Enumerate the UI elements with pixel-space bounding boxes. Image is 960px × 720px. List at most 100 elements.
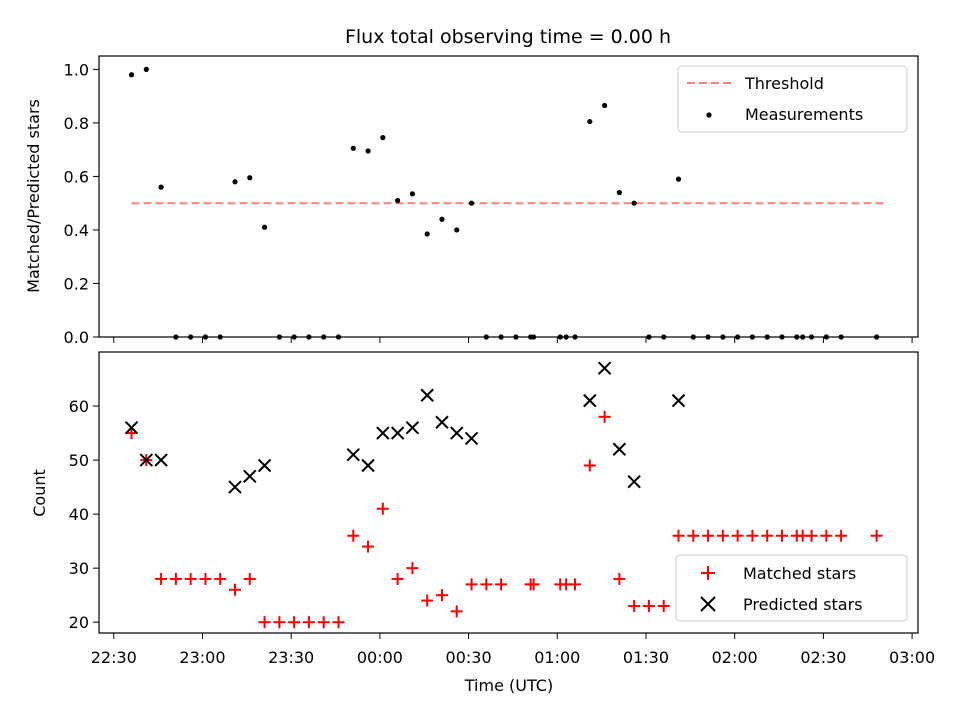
matched-star-point (302, 616, 315, 629)
predicted-star-point (376, 426, 390, 440)
matched-star-point (746, 529, 759, 542)
measurement-point (616, 189, 622, 196)
predicted-star-point (346, 447, 360, 462)
bottom-x-tick-label: 01:00 (534, 648, 580, 667)
bottom-y-tick-label: 60 (69, 397, 89, 416)
bottom-legend-box (675, 554, 908, 622)
bottom-legend: Matched stars Predicted stars (675, 554, 908, 622)
legend-matched-label: Matched stars (743, 564, 856, 583)
measurement-point (454, 227, 460, 233)
bottom-plot-area (124, 361, 883, 629)
top-y-tick-label: 0.0 (64, 328, 89, 347)
bottom-x-tick-label: 00:30 (446, 648, 492, 667)
measurement-point (350, 145, 356, 151)
matched-star-point (835, 529, 848, 542)
measurement-point (232, 179, 238, 185)
matched-star-point (598, 410, 611, 423)
matched-star-point (569, 578, 582, 591)
matched-star-point (642, 599, 655, 612)
measurement-point (143, 66, 149, 72)
top-axes-frame (98, 55, 919, 338)
top-y-tick-label: 1.0 (64, 60, 89, 79)
predicted-star-point (627, 474, 641, 489)
predicted-star-point (243, 469, 257, 483)
matched-star-point (480, 578, 493, 591)
bottom-x-tick-label: 01:30 (623, 648, 669, 667)
bottom-y-tick-label: 20 (69, 613, 89, 632)
matched-star-point (376, 502, 389, 515)
measurement-point (380, 135, 386, 141)
top-x-ticks (113, 337, 913, 343)
bottom-y-tick-label: 40 (69, 505, 89, 524)
bottom-x-tick-label: 03:00 (889, 648, 935, 667)
matched-star-point (169, 572, 182, 585)
predicted-star-point (420, 388, 434, 402)
matched-star-point (184, 572, 197, 585)
top-y-tick-label: 0.4 (64, 221, 89, 240)
matched-star-point (288, 616, 301, 629)
bottom-x-tick-label: 23:30 (268, 648, 314, 667)
top-y-tick-label: 0.6 (64, 167, 89, 186)
predicted-star-point (435, 415, 449, 429)
measurement-point (395, 197, 401, 204)
matched-star-point (465, 578, 478, 591)
bottom-axes-frame (98, 351, 919, 634)
predicted-star-point (257, 458, 272, 473)
matched-star-point (332, 616, 345, 629)
matched-star-point (243, 572, 256, 585)
matched-star-point (435, 589, 448, 602)
bottom-x-tick-label: 22:30 (91, 648, 137, 667)
matched-star-point (657, 599, 670, 612)
legend-predicted-label: Predicted stars (743, 595, 863, 614)
predicted-star-point (154, 453, 168, 467)
measurement-point (601, 102, 608, 109)
matched-star-point (229, 583, 242, 596)
predicted-star-point (464, 431, 479, 446)
matched-star-point (527, 578, 540, 591)
legend-predicted-swatch (700, 596, 716, 612)
bottom-x-tick-label: 02:00 (712, 648, 758, 667)
matched-star-point (273, 616, 286, 629)
figure-title: Flux total observing time = 0.00 h (345, 26, 671, 48)
bottom-y-ticks: 20 30 40 50 60 (69, 397, 99, 632)
matched-star-point (258, 616, 271, 629)
bottom-x-tick-label: 23:00 (179, 648, 225, 667)
matched-star-point (613, 572, 626, 585)
top-y-tick-label: 0.2 (64, 274, 89, 293)
measurement-point (439, 216, 445, 222)
matched-star-point (761, 529, 774, 542)
matched-star-point (820, 529, 833, 542)
top-y-ticks: 0.0 0.2 0.4 0.6 0.8 1.0 (64, 60, 99, 347)
predicted-star-point (361, 458, 375, 473)
matched-star-point (583, 459, 596, 472)
predicted-star-point (139, 453, 154, 467)
predicted-star-point (583, 393, 597, 408)
matched-star-point (716, 529, 729, 542)
matched-star-point (672, 529, 685, 542)
predicted-star-point (405, 420, 420, 435)
matched-star-point (421, 594, 434, 607)
measurement-point (247, 175, 253, 181)
top-panel: Matched/Predicted stars 0.0 0.2 0.4 0.6 0.8 1… (24, 55, 919, 347)
bottom-y-axis-label: Count (30, 469, 49, 517)
legend-matched-swatch (701, 566, 715, 580)
measurement-point (468, 200, 475, 206)
matched-star-point (406, 562, 419, 575)
measurement-point (631, 200, 637, 206)
bottom-panel: Count Time (UTC) 20 30 40 50 60 22:30 23:00 23… (30, 351, 935, 695)
matched-star-point (495, 578, 508, 591)
matched-star-point (870, 529, 883, 542)
top-legend-box (677, 65, 908, 133)
measurement-point (675, 176, 682, 182)
measurement-point (261, 224, 268, 230)
bottom-x-tick-label: 00:00 (357, 648, 403, 667)
bottom-x-tick-label: 02:30 (800, 648, 846, 667)
matched-star-point (199, 572, 212, 585)
bottom-y-tick-label: 50 (69, 451, 89, 470)
predicted-star-point (671, 393, 686, 408)
matched-star-point (687, 529, 700, 542)
matched-star-point (731, 529, 744, 542)
legend-measurements-swatch (706, 112, 712, 118)
top-y-tick-label: 0.8 (64, 114, 89, 133)
predicted-star-point (228, 480, 242, 494)
